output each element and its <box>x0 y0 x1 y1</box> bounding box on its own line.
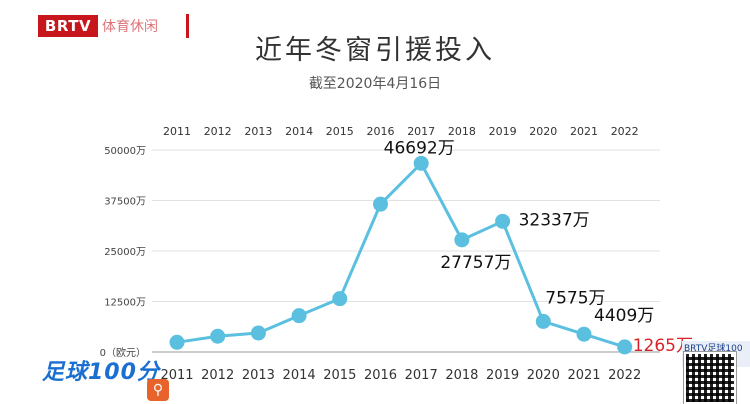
chart-subtitle: 截至2020年4月16日 <box>308 76 442 92</box>
data-point <box>250 325 266 341</box>
channel-divider <box>186 14 189 38</box>
data-label: 4409万 <box>594 306 654 326</box>
y-tick-label: 37500万 <box>104 197 146 208</box>
x-tick-label-top: 2012 <box>204 125 232 138</box>
x-tick-label: 2012 <box>201 368 234 383</box>
data-point <box>332 291 348 307</box>
x-tick-label: 2014 <box>283 368 316 383</box>
data-label: 1265万 <box>633 336 693 356</box>
x-tick-label-top: 2019 <box>489 125 517 138</box>
data-point <box>535 313 551 329</box>
y-tick-label: 25000万 <box>104 247 146 258</box>
chart-title: 近年冬窗引援投入 <box>255 35 495 66</box>
data-label: 32337万 <box>519 210 590 230</box>
x-tick-label: 2022 <box>608 368 641 383</box>
x-tick-label-top: 2020 <box>529 125 557 138</box>
data-point <box>576 326 592 342</box>
x-tick-label-top: 2014 <box>285 125 313 138</box>
x-tick-label-top: 2022 <box>611 125 639 138</box>
x-tick-label: 2021 <box>567 368 600 383</box>
data-label: 7575万 <box>545 288 605 308</box>
x-tick-label-top: 2021 <box>570 125 598 138</box>
x-tick-label: 2011 <box>160 368 193 383</box>
data-label: 27757万 <box>440 253 511 273</box>
y-tick-label: 0（欧元） <box>100 347 146 359</box>
channel-name: 体育休闲 <box>102 19 158 35</box>
data-point <box>169 334 185 350</box>
x-tick-label: 2016 <box>364 368 397 383</box>
x-tick-label-top: 2011 <box>163 125 191 138</box>
data-label: 46692万 <box>384 138 455 158</box>
x-tick-label: 2015 <box>323 368 356 383</box>
x-tick-label-top: 2016 <box>367 125 395 138</box>
brtv-logo: BRTV <box>38 15 98 37</box>
search-icon[interactable]: ⚲ <box>147 379 169 401</box>
x-tick-label-top: 2015 <box>326 125 354 138</box>
show-logo: 足球100分 <box>42 360 160 385</box>
x-tick-label-top: 2017 <box>407 125 435 138</box>
data-point <box>495 213 511 229</box>
x-tick-label: 2020 <box>527 368 560 383</box>
data-point <box>210 328 226 344</box>
x-tick-label: 2019 <box>486 368 519 383</box>
x-tick-label-top: 2013 <box>244 125 272 138</box>
x-tick-label: 2013 <box>242 368 275 383</box>
data-point <box>454 232 470 248</box>
data-point <box>413 155 429 171</box>
x-tick-label: 2018 <box>445 368 478 383</box>
data-point <box>291 308 307 324</box>
x-tick-label-top: 2018 <box>448 125 476 138</box>
data-point <box>617 339 633 355</box>
qr-code[interactable] <box>683 351 737 404</box>
data-point <box>373 196 388 212</box>
x-tick-label: 2017 <box>405 368 438 383</box>
y-tick-label: 12500万 <box>104 298 146 309</box>
y-tick-label: 50000万 <box>104 146 146 157</box>
series-line <box>176 161 626 349</box>
